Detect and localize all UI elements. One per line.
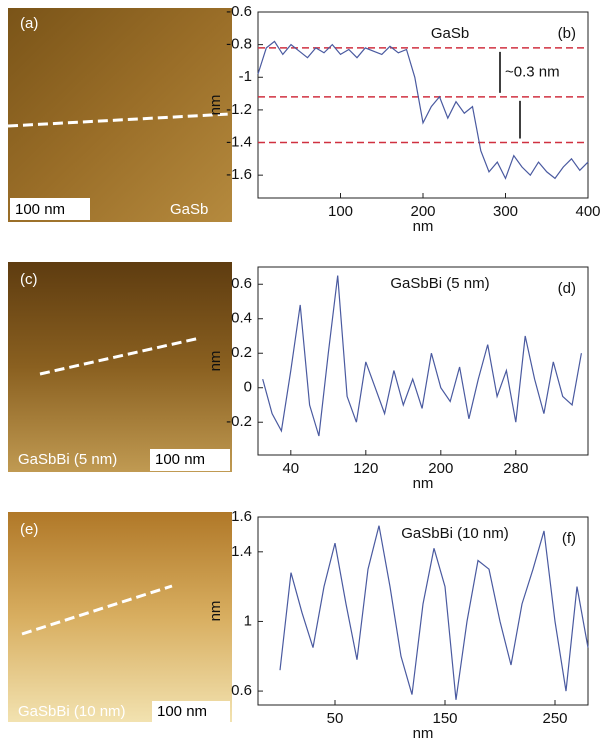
line-chart: -0.6 -0.8 -1 -1.2 -1.4 -1.6 100 200 300 400 nm nm Ga…	[207, 3, 601, 235]
afm-texture	[8, 512, 232, 722]
scale-label: 100 nm	[155, 451, 205, 468]
y-tick-label: 1.4	[231, 543, 252, 560]
scale-box	[10, 198, 90, 220]
plot-frame	[257, 516, 589, 706]
afm-texture	[8, 262, 232, 472]
scale-label: 100 nm	[15, 201, 65, 218]
x-tick-label: 250	[542, 710, 567, 727]
x-tick-label: 300	[493, 203, 518, 220]
scan-line	[21, 584, 173, 636]
y-axis-label: nm	[207, 95, 224, 116]
afm-image-c: (c) GaSbBi (5 nm) 100 nm	[8, 262, 232, 472]
profile-line	[262, 275, 582, 437]
scale-box	[152, 701, 230, 723]
y-tick-label: -1.4	[226, 133, 252, 150]
panel-label: (e)	[20, 521, 38, 538]
afm-image-a: (a) 100 nm GaSb	[7, 8, 232, 222]
scan-line	[39, 336, 201, 376]
panel-label: (a)	[20, 15, 38, 32]
y-tick-label: -1.6	[226, 166, 252, 183]
y-axis-label: nm	[207, 351, 224, 372]
y-tick-label: 1	[244, 612, 252, 629]
x-tick-label: 280	[503, 460, 528, 477]
sample-label: GaSbBi (5 nm)	[18, 451, 117, 468]
y-axis-label: nm	[207, 601, 224, 622]
chart-title: GaSbBi (10 nm)	[401, 525, 509, 542]
panel-label: (b)	[558, 25, 576, 42]
x-axis-label: nm	[413, 725, 434, 740]
chart-title: GaSb	[431, 25, 469, 42]
x-tick-label: 50	[327, 710, 344, 727]
scan-line	[7, 112, 231, 128]
y-tick-label: -0.8	[226, 36, 252, 53]
x-tick-label: 100	[328, 203, 353, 220]
annotation: ~0.3 nm	[505, 63, 560, 80]
y-tick-label: 1.6	[231, 508, 252, 525]
y-tick-label: -1	[239, 68, 252, 85]
y-tick-label: -0.6	[226, 3, 252, 20]
chart-title: GaSbBi (5 nm)	[390, 275, 489, 292]
x-tick-label: 400	[575, 203, 600, 220]
panel-label: (d)	[558, 280, 576, 297]
sample-label: GaSb	[170, 201, 208, 218]
afm-texture	[8, 8, 232, 222]
x-axis-label: nm	[413, 475, 434, 492]
y-tick-label: 0.6	[231, 682, 252, 699]
x-tick-label: 150	[432, 710, 457, 727]
line-chart: 0.6 0.4 0.2 0 -0.2 40 120 200 280 nm nm GaSbBi (5 n…	[207, 266, 589, 492]
plot-frame	[257, 11, 589, 199]
panel-label: (c)	[20, 271, 38, 288]
y-tick-label: -1.2	[226, 101, 252, 118]
x-tick-label: 200	[410, 203, 435, 220]
y-tick-label: 0.6	[231, 275, 252, 292]
x-axis-label: nm	[413, 218, 434, 235]
plot-frame	[257, 266, 589, 456]
profile-line	[279, 525, 589, 700]
y-tick-label: 0.2	[231, 344, 252, 361]
y-tick-label: -0.2	[226, 413, 252, 430]
y-tick-label: 0	[244, 379, 252, 396]
scale-label: 100 nm	[157, 703, 207, 720]
sample-label: GaSbBi (10 nm)	[18, 703, 126, 720]
y-tick-label: 0.4	[231, 310, 252, 327]
profile-line	[257, 40, 589, 180]
line-chart: 1.6 1.4 1 0.6 50 150 250 nm nm GaSbBi (10 nm) (f)	[207, 508, 589, 742]
afm-image-e: (e) GaSbBi (10 nm) 100 nm	[8, 512, 232, 723]
x-tick-label: 40	[282, 460, 299, 477]
panel-label: (f)	[562, 530, 576, 547]
scale-box	[150, 449, 230, 471]
x-tick-label: 120	[353, 460, 378, 477]
x-tick-label: 200	[428, 460, 453, 477]
